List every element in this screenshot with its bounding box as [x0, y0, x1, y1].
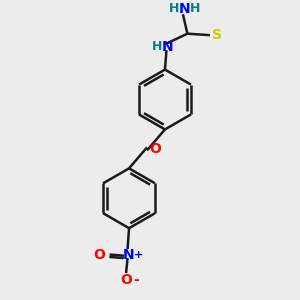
- Text: H: H: [152, 40, 162, 53]
- Text: O: O: [93, 248, 105, 262]
- Text: S: S: [212, 28, 222, 42]
- Text: O: O: [120, 273, 132, 287]
- Text: O: O: [149, 142, 161, 156]
- Text: N: N: [162, 40, 174, 53]
- Text: -: -: [133, 273, 139, 287]
- Text: H: H: [169, 2, 179, 15]
- Text: H: H: [190, 2, 201, 15]
- Text: +: +: [134, 250, 144, 260]
- Text: N: N: [178, 2, 190, 16]
- Text: N: N: [123, 248, 135, 262]
